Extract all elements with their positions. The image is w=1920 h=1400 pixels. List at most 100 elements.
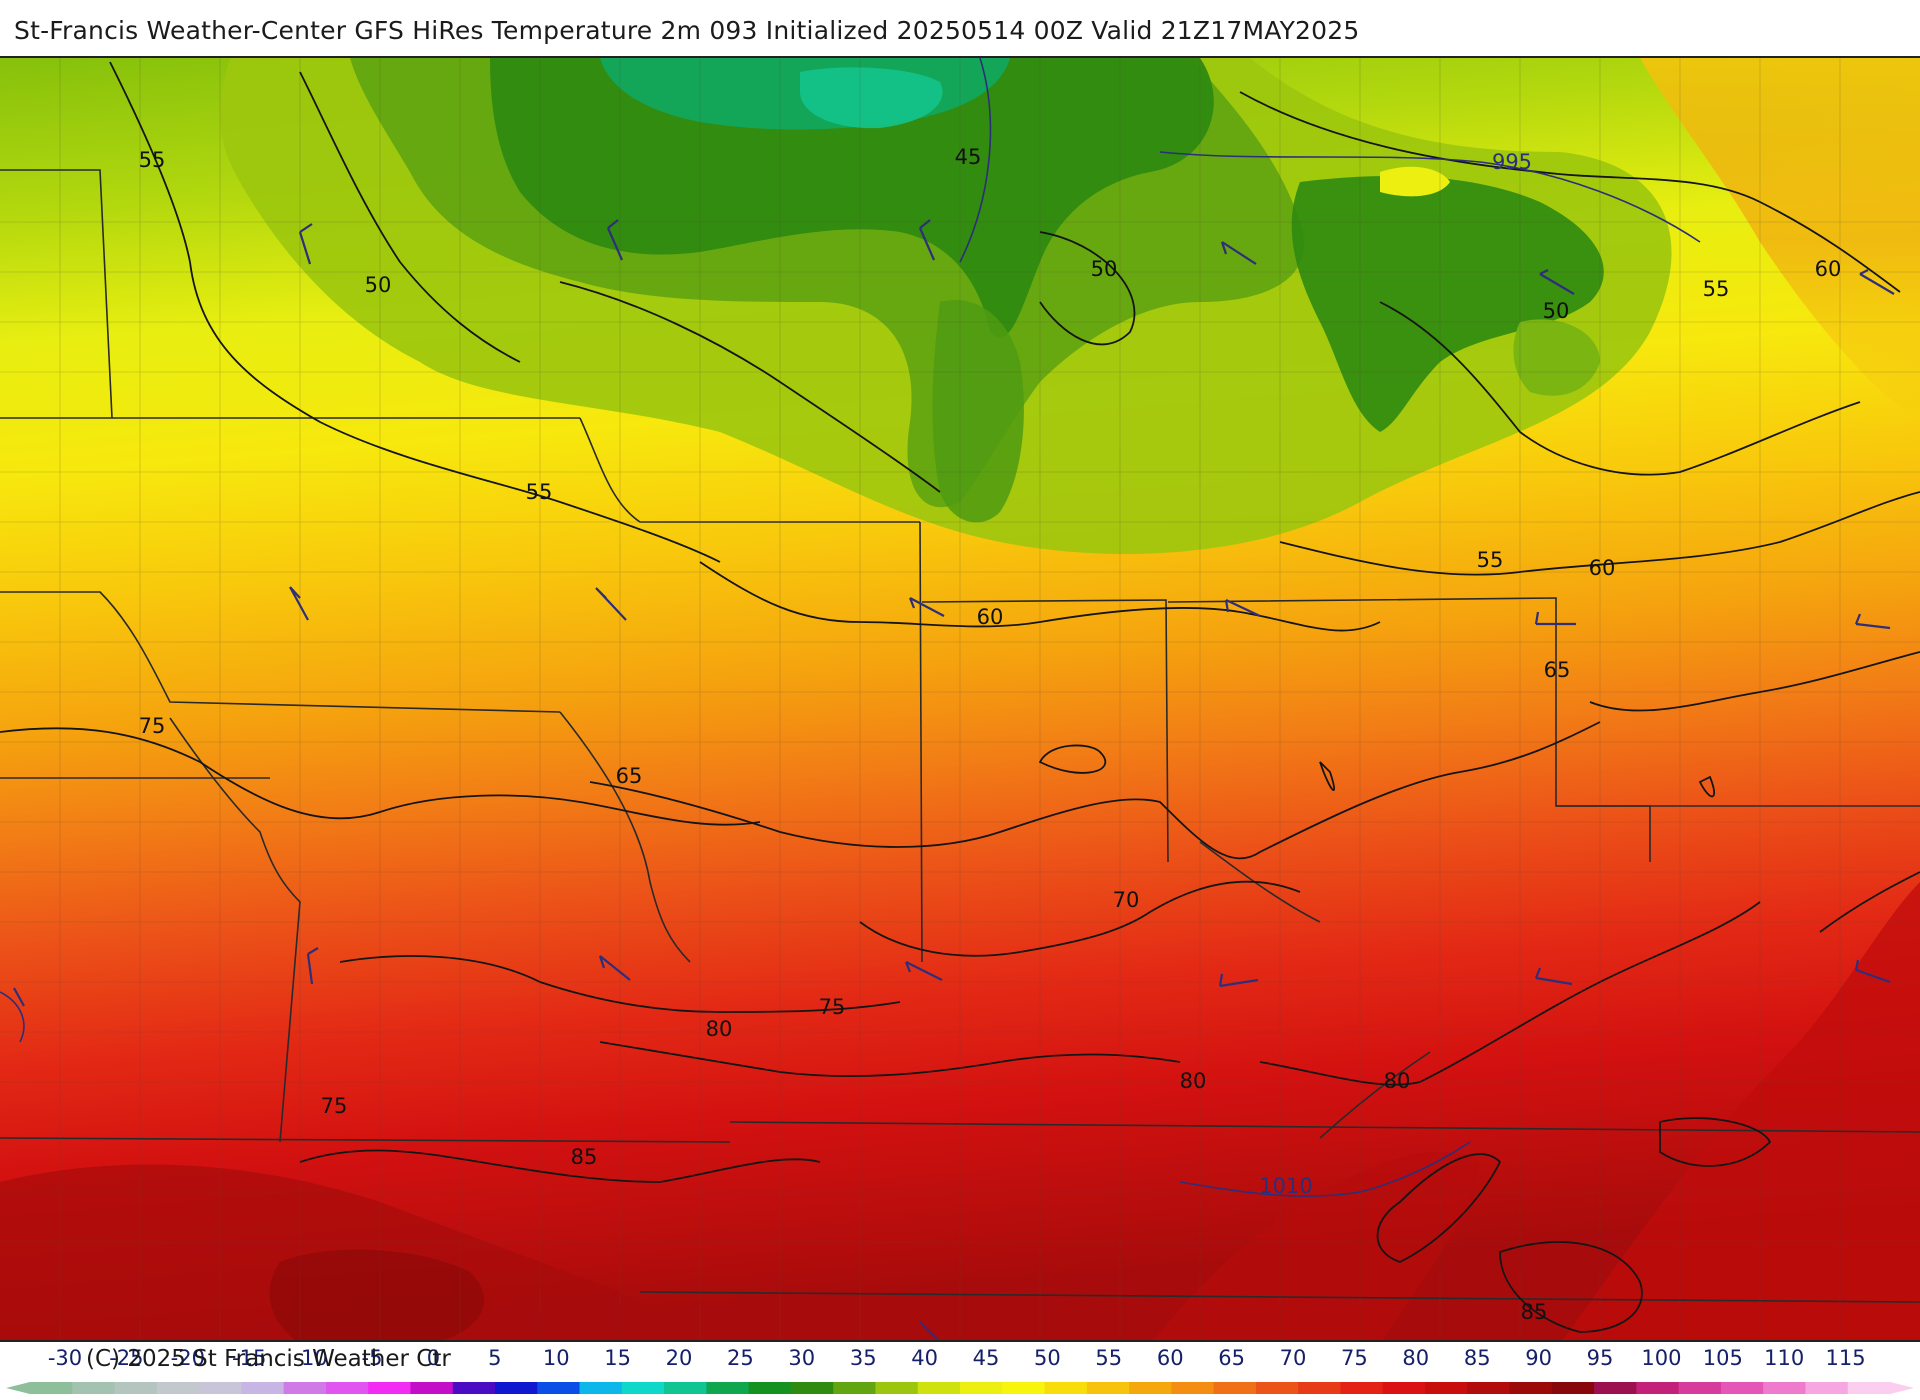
hot-core-southwest: [269, 1249, 485, 1340]
color-scale-segment: [114, 1382, 158, 1394]
color-scale-segment: [579, 1382, 623, 1394]
color-scale-ticks: -30 -25 -20 -15 -10 -5 0 5 10 15 20 25 30 35 40 45 50 55 6…: [48, 1346, 1866, 1370]
color-scale-segment: [410, 1382, 454, 1394]
map-title: St-Francis Weather-Center GFS HiRes Temp…: [14, 16, 1360, 45]
cool-zone-30: [800, 67, 943, 129]
color-scale-tick: 15: [604, 1346, 631, 1370]
isotherm-label: 50: [1091, 257, 1118, 281]
color-scale-tick: 20: [666, 1346, 693, 1370]
hot-zone-south-central: [1153, 1151, 1480, 1340]
color-scale-segment: [1720, 1382, 1764, 1394]
color-scale-segment: [706, 1382, 750, 1394]
color-scale-segment: [748, 1382, 792, 1394]
isotherm-label: 60: [1815, 257, 1842, 281]
temperature-map: 55 50 45 50 50 55 60 55 55 60 60 65 75 65 70 75 80 80 80 75…: [0, 56, 1920, 1342]
color-scale-tick: 60: [1157, 1346, 1184, 1370]
isotherm-label: 65: [1544, 658, 1571, 682]
color-scale-tick: 90: [1525, 1346, 1552, 1370]
color-scale-segment: [495, 1382, 538, 1394]
color-scale-tick: 65: [1218, 1346, 1245, 1370]
color-scale-tick: 10: [543, 1346, 570, 1370]
color-scale-tick: 0: [427, 1346, 440, 1370]
color-scale-tick: 110: [1764, 1346, 1804, 1370]
color-scale-segment: [1129, 1382, 1172, 1394]
wind-barbs: [13, 219, 1895, 1340]
hot-zone-east: [1562, 882, 1920, 1340]
color-scale-tick: 75: [1341, 1346, 1368, 1370]
color-scale-tick: 5: [488, 1346, 501, 1370]
color-scale-segment: [452, 1382, 496, 1394]
color-scale-tick: 55: [1095, 1346, 1122, 1370]
isotherm-label: 75: [819, 995, 846, 1019]
color-scale-tick: 45: [973, 1346, 1000, 1370]
color-scale-segment: [1340, 1382, 1384, 1394]
color-scale-tick: 30: [788, 1346, 815, 1370]
isotherm-label: 70: [1113, 888, 1140, 912]
color-scale-segment: [1171, 1382, 1215, 1394]
isotherm-label: 55: [139, 148, 166, 172]
huron-inner-area: [1513, 319, 1600, 396]
color-scale-segment: [72, 1382, 116, 1394]
temperature-contour-labels: 55 50 45 50 50 55 60 55 55 60 60 65 75 65 70 75 80 80 80 75…: [139, 145, 1842, 1324]
color-scale-segment: [283, 1382, 327, 1394]
color-scale-segment: [1551, 1382, 1595, 1394]
isotherm-label: 60: [1589, 556, 1616, 580]
color-scale-tick: -30: [48, 1346, 82, 1370]
color-scale-tick: 80: [1402, 1346, 1429, 1370]
color-scale-tick: 85: [1464, 1346, 1491, 1370]
isotherm-label: 50: [365, 273, 392, 297]
isotherm-label: 65: [616, 764, 643, 788]
color-scale-segment: [664, 1382, 707, 1394]
color-scale-segment: [156, 1382, 200, 1394]
isotherm-label: 75: [321, 1094, 348, 1118]
county-grid: [0, 58, 1920, 1340]
color-scale-segment: [1425, 1382, 1468, 1394]
color-scale-tick: 50: [1034, 1346, 1061, 1370]
color-scale-segment: [1298, 1382, 1341, 1394]
isobar-label: 995: [1492, 150, 1532, 174]
color-scale-segment: [1594, 1382, 1637, 1394]
color-scale-segment: [1382, 1382, 1426, 1394]
color-scale-tick: 35: [850, 1346, 877, 1370]
northeast-warm-area: [1640, 58, 1920, 422]
lake-huron-cool-area: [1291, 176, 1604, 432]
isotherm-label: 80: [1180, 1069, 1207, 1093]
temperature-color-scale: -30 -25 -20 -15 -10 -5 0 5 10 15 20 25 30 35 40 45 50 55 6…: [0, 1342, 1920, 1400]
color-scale-segment: [790, 1382, 834, 1394]
color-scale-segment: [325, 1382, 369, 1394]
color-scale-segment: [960, 1382, 1003, 1394]
color-scale-segment: [1044, 1382, 1088, 1394]
isotherm-contours: [0, 61, 1920, 1333]
scale-right-arrow: [1890, 1382, 1914, 1394]
color-scale-tick: -20: [171, 1346, 205, 1370]
color-scale-segment: [1847, 1382, 1891, 1394]
color-scale-segment: [1805, 1382, 1849, 1394]
isotherm-label: 75: [139, 714, 166, 738]
isotherm-label: 85: [1521, 1300, 1548, 1324]
isobar-label: 1010: [1259, 1174, 1312, 1198]
copyright-notice: (C) 2025 St Francis Weather Ctr: [86, 1346, 451, 1372]
color-scale-segment: [875, 1382, 919, 1394]
color-scale-segment: [368, 1382, 411, 1394]
color-scale-tick: -15: [232, 1346, 266, 1370]
color-scale-tick: -10: [293, 1346, 327, 1370]
color-scale-segment: [199, 1382, 242, 1394]
isotherm-label: 50: [1543, 299, 1570, 323]
color-scale-segment: [1636, 1382, 1680, 1394]
color-scale-segment: [917, 1382, 961, 1394]
isotherm-label: 45: [955, 145, 982, 169]
isotherm-label: 85: [571, 1145, 598, 1169]
color-scale-tick: 40: [911, 1346, 938, 1370]
lake-michigan-cool-area: [932, 300, 1024, 523]
scale-left-arrow: [6, 1382, 30, 1394]
color-scale-segment: [30, 1382, 73, 1394]
color-scale-segment: [1678, 1382, 1722, 1394]
isotherm-label: 55: [1477, 548, 1504, 572]
color-scale-segment: [1213, 1382, 1257, 1394]
color-scale-segment: [621, 1382, 665, 1394]
color-scale-segment: [1763, 1382, 1806, 1394]
pressure-contour-labels: 995 1010: [1259, 150, 1532, 1198]
color-scale-segment: [537, 1382, 581, 1394]
small-yellow-patch: [1380, 166, 1450, 197]
color-scale-segment: [833, 1382, 876, 1394]
